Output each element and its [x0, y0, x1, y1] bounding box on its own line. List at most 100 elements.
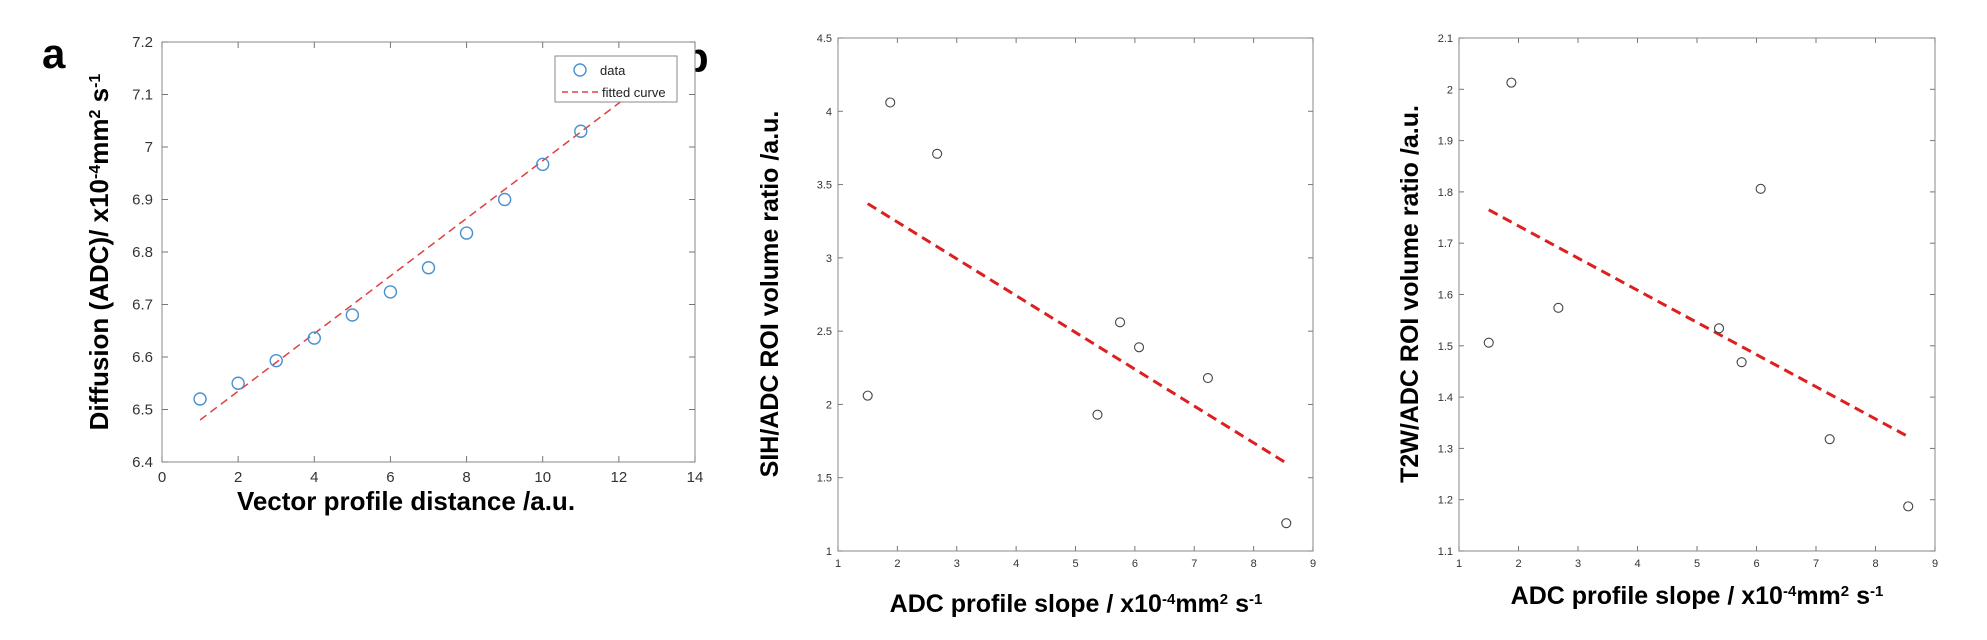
- y-tick-label: 1.5: [1438, 341, 1453, 353]
- x-title-tail: s: [1228, 590, 1249, 618]
- data-point: [269, 353, 283, 368]
- data-point: [1755, 183, 1766, 194]
- y-tick-label: 3.5: [817, 180, 832, 192]
- x-tick-label: 4: [1634, 558, 1640, 570]
- legend-box: [554, 55, 678, 103]
- x-title-tail: s: [1849, 582, 1870, 610]
- x-tick-label: 2: [234, 469, 242, 486]
- x-tick-label: 3: [954, 558, 960, 570]
- x-tick-label: 2: [1515, 558, 1521, 570]
- y-tick-label: 1.5: [817, 473, 832, 485]
- chart-b-right-ticks: 1 2 3 4 5 6 7 8 9 1.1 1.2 1.3 1.4 1.5 1.6 1.7 1.8 1.9 2 2.1: [1438, 33, 1938, 570]
- y-tick-label: 2: [826, 399, 832, 411]
- chart-b-left-plot-area: [837, 37, 1314, 552]
- chart-a-x-axis-title: Vector profile distance /a.u.: [237, 486, 575, 516]
- x-tick-label: 4: [310, 469, 318, 486]
- chart-b-left-ticks: 1 2 3 4 5 6 7 8 9 1 1.5 2 2.5 3 3.5 4 4.5: [817, 33, 1316, 570]
- y-tick-label: 4: [826, 106, 832, 118]
- data-point: [193, 392, 207, 406]
- x-title-mid: mm: [1175, 590, 1219, 618]
- y-tick-label: 1.2: [1438, 495, 1453, 507]
- fitted-line: [866, 202, 1288, 465]
- x-tick-label: 5: [1072, 558, 1078, 570]
- y-title-sup1: -4: [87, 165, 104, 179]
- data-point: [497, 192, 512, 207]
- chart-b-left-points: [862, 97, 1292, 529]
- x-tick-label: 0: [158, 469, 166, 486]
- chart-b-right-plot-area: [1458, 37, 1936, 552]
- x-tick-label: 10: [534, 469, 551, 486]
- y-tick-label: 7: [145, 139, 153, 156]
- chart-b-left-x-axis-title: ADC profile slope / x10-4mm2 s-1: [890, 590, 1263, 618]
- data-point: [1092, 409, 1103, 420]
- panel-letter-a: a: [42, 30, 66, 77]
- chart-b-right-y-axis-title: T2W/ADC ROI volume ratio /a.u.: [1396, 105, 1424, 483]
- y-tick-label: 3: [826, 253, 832, 265]
- y-tick-label: 1.1: [1438, 546, 1453, 558]
- legend-fit-label: fitted curve: [602, 85, 666, 100]
- data-point: [1824, 434, 1835, 445]
- x-tick-label: 9: [1310, 558, 1316, 570]
- x-title-main: ADC profile slope / x10: [890, 590, 1162, 618]
- y-title-sup3: -1: [87, 74, 104, 88]
- x-title-mid: mm: [1796, 582, 1840, 610]
- y-tick-label: 1.6: [1438, 290, 1453, 302]
- x-title-sup1: -4: [1783, 583, 1797, 600]
- x-title-sup3: -1: [1249, 591, 1262, 608]
- data-point: [1202, 372, 1213, 384]
- y-tick-label: 4.5: [817, 33, 832, 45]
- y-title-sup2: 2: [87, 110, 104, 119]
- x-tick-label: 1: [835, 558, 841, 570]
- x-tick-label: 12: [611, 469, 628, 486]
- chart-b-left: 1 2 3 4 5 6 7 8 9 1 1.5 2 2.5 3 3.5 4 4.5 SIH/ADC ROI vo…: [756, 33, 1316, 618]
- chart-a-fit-layer: [199, 93, 631, 421]
- chart-b-right: 1 2 3 4 5 6 7 8 9 1.1 1.2 1.3 1.4 1.5 1.6 1.7 1.8 1.9 2 2.1…: [1396, 33, 1938, 610]
- data-point: [345, 308, 360, 322]
- chart-a-ticks: 0 2 4 6 8 10 12 14 6.4 6.5 6.6 6.7 6.8 6.9 7 7.1 7.2: [132, 34, 703, 486]
- x-tick-label: 7: [1191, 558, 1197, 570]
- x-tick-label: 6: [1753, 558, 1759, 570]
- data-point: [1133, 342, 1145, 353]
- x-tick-label: 1: [1456, 558, 1462, 570]
- y-tick-label: 1.8: [1438, 187, 1453, 199]
- chart-b-left-y-axis-title: SIH/ADC ROI volume ratio /a.u.: [756, 111, 784, 478]
- legend-data-marker: [573, 63, 587, 77]
- y-tick-label: 6.4: [132, 454, 153, 471]
- x-title-sup2: 2: [1220, 591, 1228, 608]
- data-point: [574, 124, 588, 138]
- y-title-tail: s: [84, 88, 114, 110]
- data-point: [536, 157, 550, 172]
- chart-a-legend: data fitted curve: [554, 55, 678, 103]
- x-tick-label: 9: [1932, 558, 1938, 570]
- data-point: [1713, 323, 1725, 334]
- data-point: [1483, 337, 1494, 348]
- data-point: [1736, 357, 1747, 368]
- x-tick-label: 4: [1013, 558, 1019, 570]
- fitted-line: [199, 93, 631, 421]
- data-point: [1281, 518, 1292, 529]
- y-title-main: Diffusion (ADC)/ x10: [84, 179, 114, 430]
- y-tick-label: 6.5: [132, 402, 153, 419]
- y-tick-label: 1.3: [1438, 443, 1453, 455]
- x-tick-label: 2: [894, 558, 900, 570]
- data-point: [383, 285, 398, 299]
- x-tick-label: 8: [1872, 558, 1878, 570]
- data-point: [459, 226, 474, 240]
- x-title-main: ADC profile slope / x10: [1511, 582, 1783, 610]
- x-tick-label: 3: [1575, 558, 1581, 570]
- y-tick-label: 2: [1447, 84, 1453, 96]
- y-title-mid: mm: [84, 119, 114, 165]
- x-title-sup3: -1: [1870, 583, 1883, 600]
- y-tick-label: 1.7: [1438, 238, 1453, 250]
- y-tick-label: 6.7: [132, 297, 153, 314]
- y-tick-label: 1: [826, 546, 832, 558]
- chart-a-y-axis-title: Diffusion (ADC)/ x10-4mm2 s-1: [84, 74, 114, 431]
- y-tick-label: 6.9: [132, 192, 153, 209]
- x-title-sup2: 2: [1841, 583, 1849, 600]
- chart-b-right-x-axis-title: ADC profile slope / x10-4mm2 s-1: [1511, 582, 1884, 610]
- y-tick-label: 2.1: [1438, 33, 1453, 45]
- chart-a-plot-area: [161, 41, 696, 463]
- x-tick-label: 6: [1132, 558, 1138, 570]
- x-tick-label: 5: [1694, 558, 1700, 570]
